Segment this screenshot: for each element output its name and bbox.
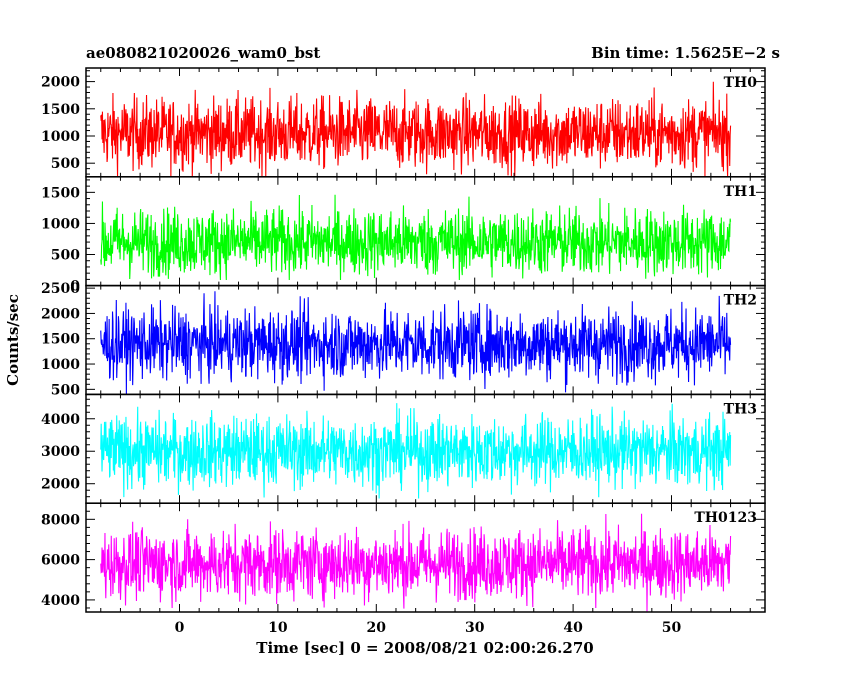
x-tick-label: 20 xyxy=(367,620,387,636)
y-tick-label: 500 xyxy=(51,382,80,398)
chart-title: ae080821020026_wam0_bst xyxy=(86,44,321,62)
panel-label-th0123: TH0123 xyxy=(694,510,757,526)
panel-label-th1: TH1 xyxy=(724,184,757,200)
y-tick-label: 500 xyxy=(51,248,80,264)
panel-th1: 0 500 1000 1500 TH1 xyxy=(41,176,766,295)
x-tick-label: 0 xyxy=(175,620,185,636)
panel-label-th0: TH0 xyxy=(724,75,758,91)
series-line-th2 xyxy=(100,291,732,395)
y-tick-label: 4000 xyxy=(41,593,80,609)
x-axis-label-text: Time [sec] 0 = 2008/08/21 02:00:26.270 xyxy=(256,639,594,657)
bin-time-label: Bin time: 1.5625E−2 s xyxy=(591,44,780,62)
y-tick-label: 1500 xyxy=(41,102,80,118)
y-tick-label: 2000 xyxy=(41,306,80,322)
x-tick-label: 40 xyxy=(563,620,583,636)
y-tick-label: 1500 xyxy=(41,185,80,201)
y-tick-label: 2500 xyxy=(41,281,80,297)
y-tick-label: 0 xyxy=(70,279,80,295)
series-line-th1 xyxy=(100,194,732,281)
series-line-th0 xyxy=(100,81,732,177)
y-tick-label: 3000 xyxy=(41,444,80,460)
y-tick-label: 6000 xyxy=(41,553,80,569)
y-tick-label: 2000 xyxy=(41,477,80,493)
panel-th2: 500 1000 1500 2000 2500 TH2 xyxy=(41,281,766,398)
panel-label-th2: TH2 xyxy=(724,293,757,309)
panel-th0: 500 1000 1500 2000 TH0 xyxy=(41,67,766,178)
y-tick-label: 1500 xyxy=(41,332,80,348)
y-tick-label: 1000 xyxy=(41,129,80,145)
panel-th0123: 4000 6000 8000 TH0123 xyxy=(41,502,766,613)
y-tick-label: 500 xyxy=(51,156,80,172)
y-tick-label: 4000 xyxy=(41,412,80,428)
x-tick-label: 50 xyxy=(662,620,682,636)
panel-frame xyxy=(85,502,766,613)
y-tick-label: 1000 xyxy=(41,216,80,232)
x-tick-label: 10 xyxy=(268,620,288,636)
panel-label-th3: TH3 xyxy=(724,401,757,417)
series-line-th0123 xyxy=(100,513,732,612)
y-tick-label: 1000 xyxy=(41,357,80,373)
y-tick-label: 2000 xyxy=(41,75,80,91)
x-axis-label: Time [sec] 0 = 2008/08/21 02:00:26.270 xyxy=(0,639,850,657)
y-tick-label: 8000 xyxy=(41,512,80,528)
panel-th3: 2000 3000 4000 TH3 xyxy=(41,393,766,504)
x-tick-label: 30 xyxy=(465,620,485,636)
series-line-th3 xyxy=(100,403,732,499)
